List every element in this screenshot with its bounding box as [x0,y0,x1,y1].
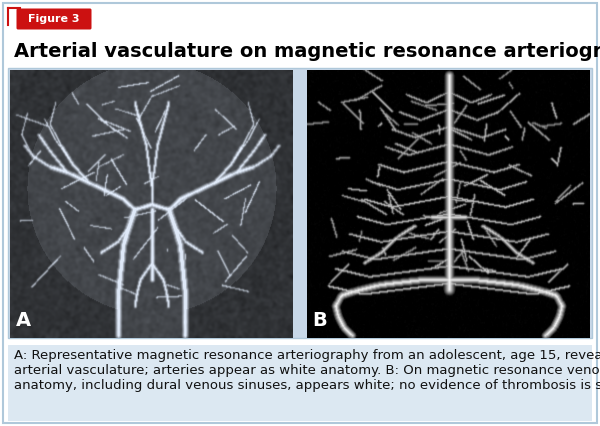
Text: Arterial vasculature on magnetic resonance arteriography: Arterial vasculature on magnetic resonan… [14,42,600,61]
Bar [8,345,592,421]
Text: A: A [16,311,31,330]
Text: B: B [313,311,328,330]
Text: Figure 3: Figure 3 [28,14,80,24]
FancyBboxPatch shape [17,9,91,29]
Text: A: Representative magnetic resonance arteriography from an adolescent, age 15, r: A: Representative magnetic resonance art… [14,349,600,392]
Bar [8,68,592,338]
